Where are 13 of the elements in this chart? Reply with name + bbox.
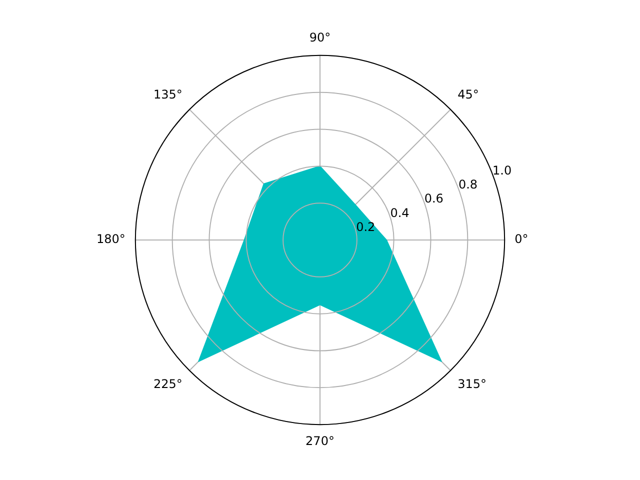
spoke-label: 225° (153, 376, 182, 391)
spoke-label: 90° (309, 30, 331, 44)
y-tick-label: 0.4 (390, 206, 410, 220)
spoke-label: 180° (96, 232, 126, 246)
spoke-label: 45° (458, 87, 479, 102)
spoke-label: 270° (306, 434, 334, 448)
y-tick-label: 0.2 (356, 220, 376, 234)
spoke-label: 0° (514, 232, 528, 246)
spoke-label: 135° (153, 87, 182, 102)
y-tick-label: 0.6 (424, 192, 444, 206)
y-tick-label: 0.8 (458, 178, 478, 192)
y-tick-label: 1.0 (492, 163, 512, 178)
spoke-label: 315° (458, 376, 487, 391)
